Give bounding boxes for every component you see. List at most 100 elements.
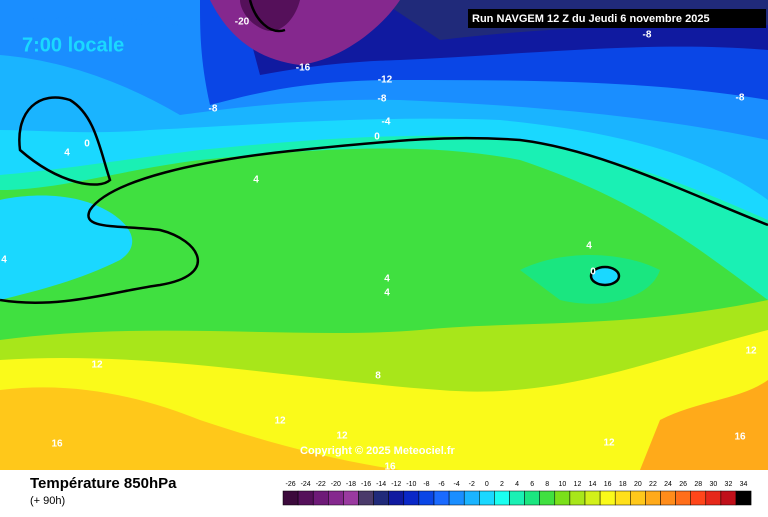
legend-label: 20: [634, 481, 642, 488]
contour-label: -8: [643, 30, 652, 41]
legend-label: -10: [406, 481, 416, 488]
legend-swatch: [479, 490, 495, 506]
legend-swatch: [599, 490, 616, 506]
legend-swatch: [660, 490, 676, 506]
valid-time: 7:00 locale: [22, 34, 124, 56]
legend-swatch: [630, 490, 646, 506]
contour-label: 0: [374, 132, 380, 143]
contour-label: 12: [745, 346, 757, 357]
contour-label: -8: [736, 93, 745, 104]
legend-label: 18: [619, 481, 627, 488]
legend-swatch: [403, 490, 420, 506]
legend-label: 26: [679, 481, 687, 488]
legend-swatch: [614, 490, 631, 506]
legend-label: 34: [740, 481, 748, 488]
legend-swatch: [388, 490, 405, 506]
legend-label: 28: [694, 481, 702, 488]
legend-label: 24: [664, 481, 672, 488]
footer-subtitle: (+ 90h): [30, 495, 65, 507]
legend-swatch: [554, 490, 571, 506]
legend-swatch: [690, 490, 707, 506]
legend-label: 22: [649, 481, 657, 488]
copyright: Copyright © 2025 Meteociel.fr: [300, 445, 456, 457]
legend-label: -4: [454, 481, 460, 488]
contour-label: 0: [590, 267, 596, 278]
contour-lines: [0, 0, 768, 304]
contour-label: 4: [64, 148, 70, 159]
legend-label: 12: [574, 481, 582, 488]
legend-label: 2: [500, 481, 504, 488]
legend-label: -26: [285, 481, 295, 488]
legend-swatch: [675, 490, 691, 506]
legend-swatch: [509, 490, 525, 506]
legend-label: 6: [530, 481, 534, 488]
footer-title: Température 850hPa: [30, 475, 177, 492]
temperature-field: [0, 0, 768, 470]
contour-label: 4: [384, 274, 390, 285]
legend-swatch: [539, 490, 556, 506]
contour-label: 4: [253, 175, 259, 186]
legend-label: -16: [361, 481, 371, 488]
contour-label: 4: [586, 241, 592, 252]
legend-swatch: [705, 490, 722, 506]
legend-label: 14: [589, 481, 597, 488]
contour-label: 16: [51, 439, 63, 450]
legend-swatch: [524, 490, 540, 506]
contour-label: -4: [382, 117, 391, 128]
legend-label: 10: [558, 481, 566, 488]
legend-swatch: [343, 490, 359, 506]
legend-label: -12: [391, 481, 401, 488]
legend-swatch: [720, 490, 737, 506]
legend-swatch: [282, 490, 299, 506]
legend-label: 4: [515, 481, 519, 488]
contour-label: 4: [384, 288, 390, 299]
contour-label: -8: [209, 104, 218, 115]
legend-swatch: [735, 490, 752, 506]
legend-swatch: [297, 490, 314, 506]
legend-swatch: [328, 490, 344, 506]
legend-label: -2: [469, 481, 475, 488]
contour-label: -12: [378, 75, 393, 86]
contour-label: -16: [296, 63, 311, 74]
legend-swatch: [569, 490, 586, 506]
legend-swatch: [448, 490, 465, 506]
contour-label: 12: [603, 438, 615, 449]
contour-label: 0: [84, 139, 90, 150]
legend-swatch: [494, 490, 510, 506]
contour-label: 12: [336, 431, 348, 442]
legend-label: -22: [316, 481, 326, 488]
legend-label: 8: [545, 481, 549, 488]
legend-swatch: [418, 490, 435, 506]
legend-swatch: [433, 490, 450, 506]
legend-label: -14: [376, 481, 386, 488]
contour-label: 12: [274, 416, 286, 427]
legend-label: 0: [485, 481, 489, 488]
legend-label: 32: [725, 481, 733, 488]
legend-label: 30: [709, 481, 717, 488]
legend-label: -24: [301, 481, 311, 488]
run-info: Run NAVGEM 12 Z du Jeudi 6 novembre 2025: [472, 13, 710, 25]
color-legend: -26 -24 -22 -20 -18 -16 -14 -12 -10 -8 -6 -4 -2 0 2 4 6 8…: [282, 481, 752, 506]
contour-label: -20: [235, 17, 250, 28]
legend-label: -20: [331, 481, 341, 488]
contour-label: 12: [91, 360, 103, 371]
contour-label: 8: [375, 371, 381, 382]
contour-label: 16: [734, 432, 746, 443]
contour-labels: -20-16-12-8-8-8-8-4004440444812121212121…: [1, 17, 757, 473]
run-box: [468, 9, 766, 28]
contour-label: 4: [1, 255, 7, 266]
legend-label: 16: [604, 481, 612, 488]
legend-label: -8: [423, 481, 429, 488]
valid-date: Lundi 10 novembre 2025: [14, 13, 180, 30]
legend-swatch: [312, 490, 329, 506]
contour-label: 16: [384, 462, 396, 473]
legend-swatch: [645, 490, 661, 506]
legend-swatch: [373, 490, 389, 506]
legend-label: -6: [438, 481, 444, 488]
contour-label: -8: [378, 94, 387, 105]
legend-swatch: [463, 490, 480, 506]
legend-label: -18: [346, 481, 356, 488]
legend-swatch: [358, 490, 374, 506]
legend-swatch: [584, 490, 601, 506]
